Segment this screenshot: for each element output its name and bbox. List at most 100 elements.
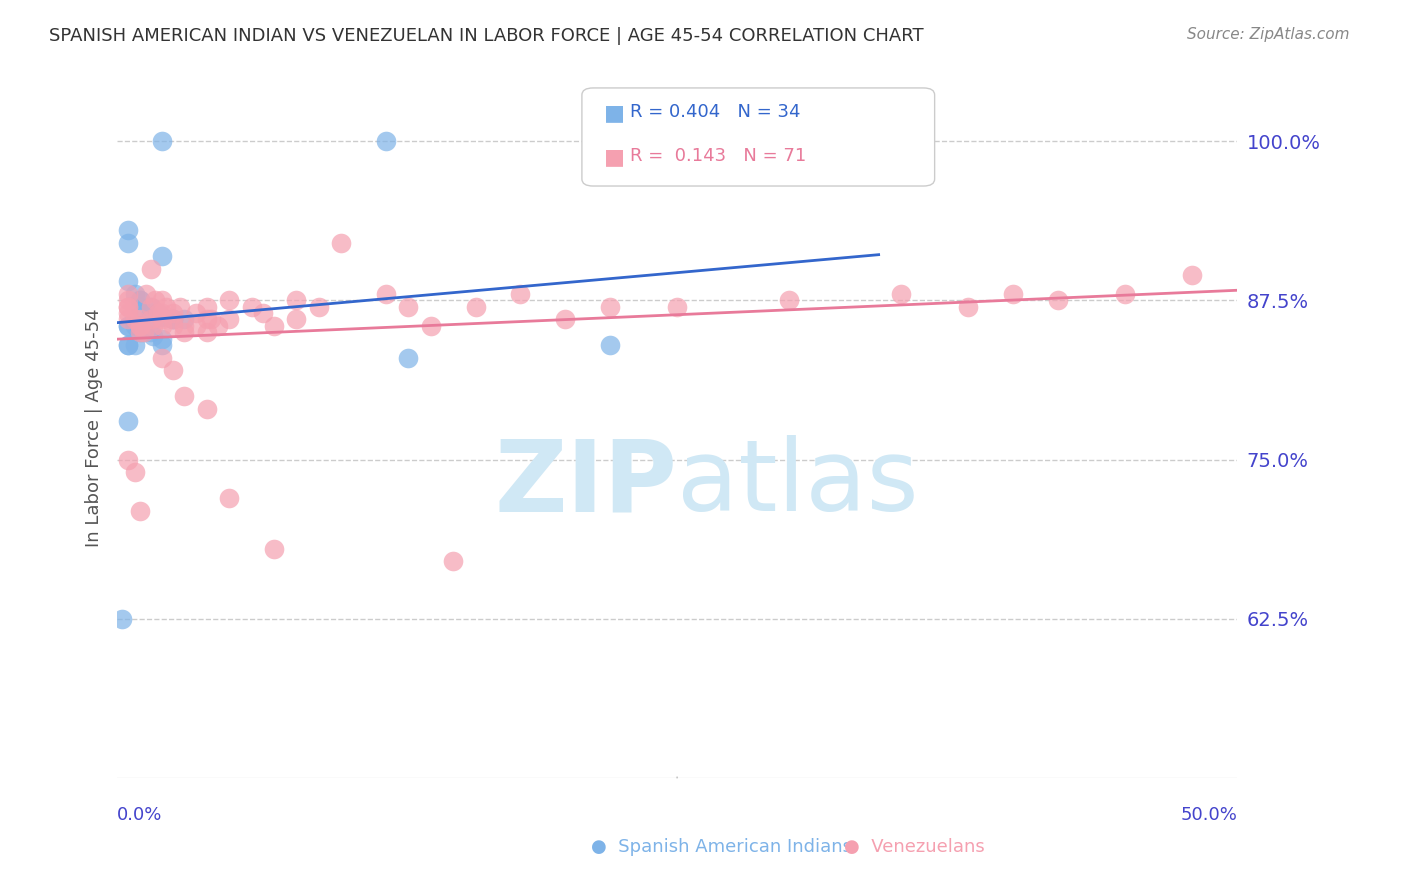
Point: [666, 300, 689, 314]
Point: [957, 300, 980, 314]
Text: 50.0%: 50.0%: [1180, 806, 1237, 824]
Point: [308, 300, 330, 314]
Point: [218, 293, 240, 308]
Point: [139, 312, 162, 326]
Point: [195, 312, 218, 326]
Point: [162, 312, 184, 326]
Point: [117, 287, 139, 301]
Point: [252, 306, 274, 320]
Point: [195, 325, 218, 339]
Point: [184, 306, 207, 320]
Point: [150, 310, 173, 324]
Point: [184, 318, 207, 333]
Point: [1114, 287, 1136, 301]
Point: [139, 261, 162, 276]
Point: [111, 612, 134, 626]
Text: atlas: atlas: [678, 435, 918, 533]
Point: [128, 503, 150, 517]
Point: [150, 318, 173, 333]
Point: [124, 318, 146, 333]
Text: SPANISH AMERICAN INDIAN VS VENEZUELAN IN LABOR FORCE | AGE 45-54 CORRELATION CHA: SPANISH AMERICAN INDIAN VS VENEZUELAN IN…: [49, 27, 924, 45]
Point: [396, 300, 419, 314]
Point: [124, 312, 146, 326]
Point: [173, 312, 195, 326]
Point: [169, 300, 191, 314]
Point: [374, 134, 396, 148]
Point: [509, 287, 531, 301]
Point: [150, 312, 173, 326]
Point: [128, 325, 150, 339]
Point: [117, 318, 139, 333]
Point: [218, 312, 240, 326]
Point: [117, 223, 139, 237]
Point: [173, 389, 195, 403]
Point: [150, 306, 173, 320]
Point: [132, 325, 155, 339]
Point: [240, 300, 263, 314]
Point: [117, 414, 139, 428]
Point: [1001, 287, 1024, 301]
Point: [124, 287, 146, 301]
FancyBboxPatch shape: [582, 88, 935, 186]
Y-axis label: In Labor Force | Age 45-54: In Labor Force | Age 45-54: [86, 309, 103, 547]
Point: [142, 329, 165, 343]
Point: [128, 318, 150, 333]
Point: [128, 300, 150, 314]
Point: [285, 312, 308, 326]
Point: [218, 491, 240, 505]
Point: [778, 293, 800, 308]
Point: [143, 293, 166, 308]
Point: [139, 300, 162, 314]
Point: [150, 249, 173, 263]
Point: [132, 325, 155, 339]
Point: [117, 306, 139, 320]
Point: [374, 287, 396, 301]
Point: [162, 363, 184, 377]
Point: [150, 338, 173, 352]
Point: [139, 306, 162, 320]
Text: ●  Venezuelans: ● Venezuelans: [844, 838, 984, 856]
Point: [207, 318, 229, 333]
Point: [128, 318, 150, 333]
Text: ZIP: ZIP: [494, 435, 678, 533]
Point: [117, 300, 139, 314]
Point: [124, 465, 146, 479]
Point: [396, 351, 419, 365]
Point: [162, 306, 184, 320]
Point: [285, 293, 308, 308]
Text: 0.0%: 0.0%: [117, 806, 163, 824]
Point: [117, 338, 139, 352]
Point: [128, 325, 150, 339]
Point: [162, 312, 184, 326]
Point: [139, 300, 162, 314]
Point: [195, 401, 218, 416]
Point: [117, 312, 139, 326]
Point: [128, 312, 150, 326]
Point: [124, 338, 146, 352]
Point: [330, 235, 353, 250]
Point: [146, 306, 169, 320]
Point: [599, 338, 621, 352]
Point: [117, 318, 139, 333]
Point: [117, 338, 139, 352]
Point: [139, 325, 162, 339]
Point: [263, 318, 285, 333]
Text: ■: ■: [605, 103, 626, 123]
Point: [419, 318, 441, 333]
Text: R = 0.404   N = 34: R = 0.404 N = 34: [630, 103, 800, 121]
Point: [150, 134, 173, 148]
Point: [1181, 268, 1204, 282]
Point: [464, 300, 486, 314]
Point: [135, 287, 157, 301]
Text: Source: ZipAtlas.com: Source: ZipAtlas.com: [1187, 27, 1350, 42]
Point: [173, 325, 195, 339]
Point: [150, 293, 173, 308]
Point: [155, 300, 177, 314]
Point: [128, 293, 150, 308]
Point: [162, 312, 184, 326]
Point: [200, 312, 222, 326]
Point: [162, 318, 184, 333]
Point: [263, 541, 285, 556]
Text: R =  0.143   N = 71: R = 0.143 N = 71: [630, 147, 806, 166]
Point: [146, 306, 169, 320]
